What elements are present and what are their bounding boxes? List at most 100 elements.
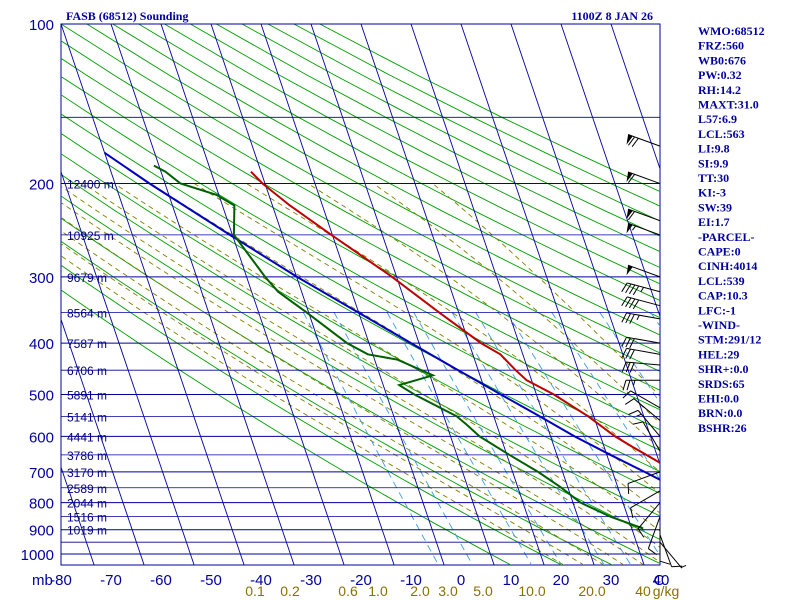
temperature-label: 10 <box>503 572 520 589</box>
dry-adiabat <box>86 24 660 336</box>
index-line: LCL:563 <box>698 127 745 141</box>
index-line: TT:30 <box>698 171 729 185</box>
index-line: LFC:-1 <box>698 303 736 317</box>
index-line: RH:14.2 <box>698 83 741 97</box>
height-label: 4441 m <box>67 430 107 444</box>
wind-barb <box>621 347 661 360</box>
mixing-ratio-line <box>551 312 660 481</box>
index-line: HEL:29 <box>698 347 739 361</box>
index-line: WMO:68512 <box>698 24 765 38</box>
wind-barb <box>621 336 661 349</box>
dewpoint-trace <box>153 164 644 530</box>
temperature-label: 30 <box>603 572 620 589</box>
dry-adiabat <box>61 113 660 451</box>
index-line: STM:291/12 <box>698 333 761 347</box>
dry-adiabat <box>164 24 660 285</box>
temperature-label: -20 <box>350 572 372 589</box>
wind-barb <box>622 379 660 391</box>
index-line: L57:6.9 <box>698 112 737 126</box>
temperature-label: 40 <box>653 572 670 589</box>
mixing-ratio-label: 20.0 <box>578 583 605 599</box>
index-line: -PARCEL- <box>698 230 754 244</box>
height-label: 12400 m <box>67 178 114 192</box>
temperature-label: -80 <box>50 572 72 589</box>
moist-adiabat <box>61 255 565 565</box>
index-line: CINH:4014 <box>698 259 757 273</box>
isotherm-line <box>110 24 295 565</box>
mixing-ratio-label: 40 <box>635 583 651 599</box>
index-line: EI:1.7 <box>698 215 730 229</box>
mixing-ratio-line <box>302 312 439 565</box>
plot-frame <box>60 23 661 566</box>
isotherm-line <box>260 24 445 565</box>
wind-barb <box>621 361 661 373</box>
height-label: 10925 m <box>67 229 114 243</box>
wind-barb <box>621 312 661 324</box>
temperature-label: -40 <box>250 572 272 589</box>
index-line: EHI:0.0 <box>698 392 739 406</box>
mixing-ratio-label: 3.0 <box>438 583 458 599</box>
index-line: BRN:0.0 <box>698 406 742 420</box>
pressure-label: 300 <box>29 270 54 287</box>
mixing-ratio-line <box>333 312 474 565</box>
dry-adiabat <box>61 264 563 565</box>
moist-adiabat <box>61 202 645 565</box>
mixing-ratio-label: 0.2 <box>280 583 300 599</box>
height-label: 1019 m <box>67 524 107 538</box>
isotherm-line <box>410 24 595 565</box>
dry-adiabat <box>61 94 660 431</box>
temperature-label: -50 <box>200 572 222 589</box>
height-label: 5891 m <box>67 388 107 402</box>
moist-adiabat <box>246 183 660 473</box>
height-label: 6706 m <box>67 364 107 378</box>
index-line: CAP:10.3 <box>698 289 748 303</box>
height-label: 3170 m <box>67 466 107 480</box>
wind-barb <box>626 134 661 147</box>
isotherm-grid <box>0 24 660 565</box>
temperature-label: 20 <box>553 572 570 589</box>
dry-adiabat <box>61 153 660 494</box>
temperature-label: C <box>654 572 665 589</box>
mixing-ratio-label: 5.0 <box>473 583 493 599</box>
station-title: FASB (68512) Sounding <box>66 9 188 23</box>
index-line: CAPE:0 <box>698 245 741 259</box>
mixing-ratio-label: 0.6 <box>338 583 358 599</box>
index-line: KI:-3 <box>698 186 726 200</box>
pressure-label: 400 <box>29 336 54 353</box>
height-label: 2044 m <box>67 497 107 511</box>
mixing-ratio-label: g/kg <box>653 583 679 599</box>
isotherm-line <box>560 24 660 318</box>
index-line: LCL:539 <box>698 274 745 288</box>
wind-barb <box>659 527 671 565</box>
dry-adiabat <box>216 24 660 253</box>
wind-barb <box>659 541 687 569</box>
dry-adiabat <box>61 240 613 565</box>
indices-panel: WMO:68512FRZ:560WB0:676PW:0.32RH:14.2MAX… <box>698 24 765 435</box>
dry-adiabat <box>61 173 660 517</box>
height-label: 1516 m <box>67 511 107 525</box>
temperature-label: 0 <box>457 572 465 589</box>
wind-barb <box>630 490 661 519</box>
dry-adiabat <box>61 76 660 411</box>
index-line: PW:0.32 <box>698 68 742 82</box>
temperature-label: -10 <box>400 572 422 589</box>
mixing-ratio-label: 0.1 <box>245 583 265 599</box>
wind-barb <box>632 421 661 452</box>
moist-adiabat <box>432 183 660 397</box>
isotherm-line <box>0 24 44 565</box>
pressure-axis-labels: 100 200 300 400 500 600 700 800 900 1000 <box>21 17 54 564</box>
mixing-ratio-line <box>506 312 660 557</box>
parcel-trace <box>104 151 660 481</box>
height-label: 3786 m <box>67 449 107 463</box>
isotherm-line <box>460 24 645 565</box>
moist-adiabat <box>193 183 660 495</box>
wind-barb <box>627 471 661 494</box>
wind-barbs <box>621 134 687 569</box>
index-line: WB0:676 <box>698 53 746 67</box>
temperature-label: -30 <box>300 572 322 589</box>
pressure-label: 700 <box>29 465 54 482</box>
wind-barb <box>628 409 661 437</box>
height-label: 5141 m <box>67 410 107 424</box>
pressure-label: 800 <box>29 496 54 513</box>
